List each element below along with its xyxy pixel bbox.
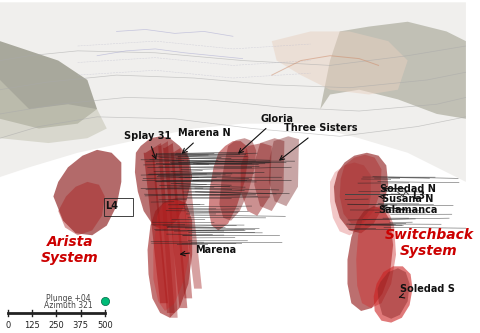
Text: L4: L4 xyxy=(105,201,118,211)
Polygon shape xyxy=(374,266,412,323)
Text: Plunge +04: Plunge +04 xyxy=(46,294,90,303)
Polygon shape xyxy=(135,136,192,230)
Polygon shape xyxy=(0,41,97,129)
Polygon shape xyxy=(272,31,408,95)
Polygon shape xyxy=(153,199,190,311)
Polygon shape xyxy=(0,2,466,182)
Polygon shape xyxy=(58,182,105,235)
Bar xyxy=(104,198,133,216)
Text: 500: 500 xyxy=(97,321,113,330)
Text: Salamanca: Salamanca xyxy=(378,205,437,215)
Polygon shape xyxy=(53,150,121,235)
Polygon shape xyxy=(330,163,371,235)
Polygon shape xyxy=(147,198,192,318)
Text: Three Sisters: Three Sisters xyxy=(280,124,357,160)
Text: Marena: Marena xyxy=(180,245,236,256)
Polygon shape xyxy=(254,138,284,211)
Point xyxy=(101,299,108,304)
Polygon shape xyxy=(334,153,388,233)
Polygon shape xyxy=(163,143,187,308)
Polygon shape xyxy=(209,141,249,230)
Polygon shape xyxy=(378,268,409,319)
Polygon shape xyxy=(151,143,175,313)
Polygon shape xyxy=(356,206,396,308)
Text: Azimuth 321: Azimuth 321 xyxy=(44,301,92,310)
Polygon shape xyxy=(144,148,168,303)
Polygon shape xyxy=(340,155,382,224)
Polygon shape xyxy=(320,22,466,119)
Text: 125: 125 xyxy=(24,321,40,330)
Polygon shape xyxy=(348,206,393,311)
Polygon shape xyxy=(178,151,202,289)
Polygon shape xyxy=(240,143,272,216)
Text: 0: 0 xyxy=(5,321,11,330)
Polygon shape xyxy=(269,136,299,206)
Polygon shape xyxy=(0,80,107,143)
Text: Soledad N: Soledad N xyxy=(380,184,435,194)
Text: Switchback
System: Switchback System xyxy=(384,228,474,258)
Polygon shape xyxy=(171,148,192,298)
Text: Splay 31: Splay 31 xyxy=(124,131,171,159)
Text: Arista
System: Arista System xyxy=(41,235,99,265)
Text: Susana N: Susana N xyxy=(379,194,433,204)
Text: Marena N: Marena N xyxy=(178,128,230,153)
Polygon shape xyxy=(158,141,178,318)
Text: Soledad S: Soledad S xyxy=(399,284,455,298)
Polygon shape xyxy=(219,138,256,221)
Text: Gloria: Gloria xyxy=(239,114,293,153)
Text: 250: 250 xyxy=(48,321,64,330)
Text: L3: L3 xyxy=(412,191,425,201)
Text: 375: 375 xyxy=(72,321,89,330)
